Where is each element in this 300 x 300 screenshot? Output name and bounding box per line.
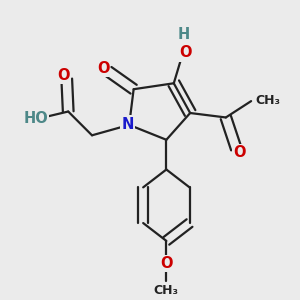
Text: O: O (160, 256, 172, 271)
Text: N: N (122, 116, 134, 131)
Text: O: O (233, 145, 245, 160)
Text: O: O (97, 61, 109, 76)
Text: CH₃: CH₃ (154, 284, 179, 297)
Text: O: O (179, 45, 192, 60)
Text: O: O (58, 68, 70, 83)
Text: CH₃: CH₃ (256, 94, 280, 107)
Text: HO: HO (23, 111, 48, 126)
Text: H: H (177, 27, 189, 42)
